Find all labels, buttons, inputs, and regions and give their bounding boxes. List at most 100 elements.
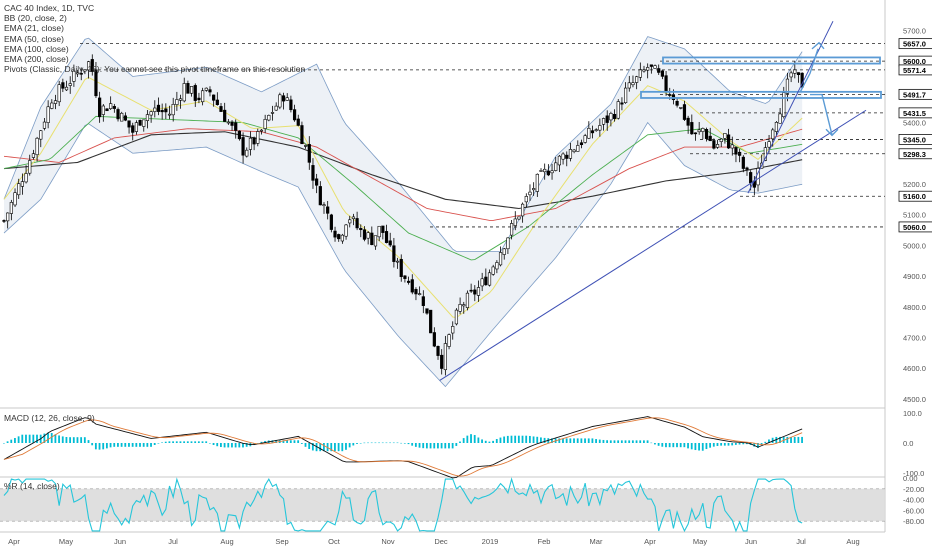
macd-histogram bbox=[3, 432, 803, 452]
candle-body bbox=[9, 202, 13, 214]
candle bbox=[399, 254, 403, 282]
candle-body bbox=[447, 334, 451, 347]
candle-body bbox=[182, 83, 186, 102]
candle-body bbox=[414, 289, 418, 295]
macd-bar bbox=[587, 438, 590, 443]
macd-bar bbox=[208, 443, 211, 444]
macd-bar bbox=[492, 440, 494, 443]
candle-body bbox=[127, 120, 131, 128]
macd-bar bbox=[613, 440, 616, 443]
candle-body bbox=[653, 65, 657, 69]
macd-bar bbox=[716, 443, 719, 446]
candle bbox=[156, 97, 161, 116]
candle bbox=[186, 80, 190, 94]
candle-body bbox=[53, 100, 58, 104]
candle-body bbox=[649, 64, 653, 67]
legend-ema100[interactable]: EMA (100, close) bbox=[4, 43, 69, 54]
candle bbox=[509, 219, 514, 240]
legend-pivots[interactable]: Pivots (Classic, Daily, 15): You cannot … bbox=[4, 64, 306, 75]
candle-body bbox=[719, 138, 723, 142]
macd-bar bbox=[220, 443, 222, 448]
candle bbox=[682, 100, 687, 122]
macd-bar bbox=[477, 437, 480, 443]
candle-body bbox=[392, 245, 396, 262]
macd-bar bbox=[536, 436, 539, 443]
candle bbox=[432, 327, 436, 348]
legend-ema50[interactable]: EMA (50, close) bbox=[4, 33, 64, 44]
candle bbox=[127, 120, 131, 134]
candle bbox=[285, 93, 289, 101]
candle bbox=[101, 104, 105, 122]
macd-bar bbox=[374, 442, 377, 444]
legend-ema21[interactable]: EMA (21, close) bbox=[4, 23, 64, 34]
candle-body bbox=[28, 160, 32, 174]
candle-body bbox=[406, 280, 411, 283]
macd-bar bbox=[400, 442, 403, 444]
macd-bar bbox=[764, 441, 767, 443]
macd-bar bbox=[197, 441, 200, 443]
candle-body bbox=[215, 99, 219, 106]
candle bbox=[535, 173, 539, 197]
candle-body bbox=[322, 204, 326, 207]
candle-body bbox=[440, 354, 444, 369]
projection-up-path bbox=[799, 48, 819, 93]
price-label-box bbox=[898, 38, 932, 50]
candle bbox=[734, 146, 738, 163]
legend-ema200[interactable]: EMA (200, close) bbox=[4, 54, 69, 65]
candle-body bbox=[300, 125, 304, 145]
candle bbox=[403, 275, 407, 283]
price-tick-label: 5100.0 bbox=[903, 211, 926, 220]
candle-body bbox=[554, 162, 558, 171]
macd-bar bbox=[3, 443, 5, 444]
resistance-box-5600 bbox=[662, 56, 881, 65]
long-trendline bbox=[439, 109, 867, 381]
candle-body bbox=[112, 106, 116, 109]
candle-body bbox=[778, 113, 782, 124]
price-label-text: 5345.0 bbox=[903, 135, 926, 144]
macd-bar bbox=[323, 443, 325, 452]
macd-bar bbox=[304, 443, 307, 447]
candle bbox=[226, 119, 230, 125]
macd-tick-label: -100.0 bbox=[903, 469, 924, 478]
macd-bar bbox=[602, 439, 605, 443]
macd-bar bbox=[337, 443, 340, 452]
macd-bar bbox=[698, 443, 700, 451]
macd-bar bbox=[576, 438, 579, 443]
candle bbox=[164, 103, 168, 120]
macd-bar bbox=[422, 443, 425, 449]
macd-bar bbox=[734, 443, 737, 445]
macd-bar bbox=[499, 437, 502, 443]
candle bbox=[701, 127, 705, 140]
price-tick-label: 5700.0 bbox=[903, 26, 926, 35]
candle bbox=[234, 119, 238, 139]
candle-body bbox=[83, 69, 87, 72]
macd-bar bbox=[425, 443, 428, 449]
macd-bar bbox=[385, 442, 388, 444]
legend-symbol[interactable]: CAC 40 Index, 1D, TVC bbox=[4, 3, 95, 13]
candle-body bbox=[506, 237, 510, 250]
candle-body bbox=[6, 212, 10, 222]
macd-title[interactable]: MACD (12, 26, close, 9) bbox=[4, 413, 95, 423]
candle bbox=[256, 128, 260, 147]
candle bbox=[123, 112, 127, 122]
macd-bar bbox=[665, 443, 667, 448]
wr-title[interactable]: %R (14, close) bbox=[4, 481, 60, 491]
macd-bar bbox=[341, 443, 344, 452]
candle bbox=[105, 108, 109, 112]
price-label: 5571.4 bbox=[898, 64, 932, 76]
candle bbox=[83, 69, 87, 75]
candle-body bbox=[443, 343, 447, 371]
candle-body bbox=[212, 94, 216, 101]
candle-body bbox=[509, 223, 514, 236]
candle-body bbox=[186, 83, 190, 94]
price-label-box bbox=[898, 107, 932, 119]
macd-bar bbox=[381, 442, 384, 444]
macd-bar bbox=[117, 443, 119, 447]
macd-bar bbox=[212, 443, 215, 445]
legend-bb[interactable]: BB (20, close, 2) bbox=[4, 13, 67, 24]
candle bbox=[756, 161, 760, 192]
candle-body bbox=[587, 127, 591, 139]
candle-body bbox=[189, 86, 194, 94]
candle-body bbox=[377, 225, 381, 238]
